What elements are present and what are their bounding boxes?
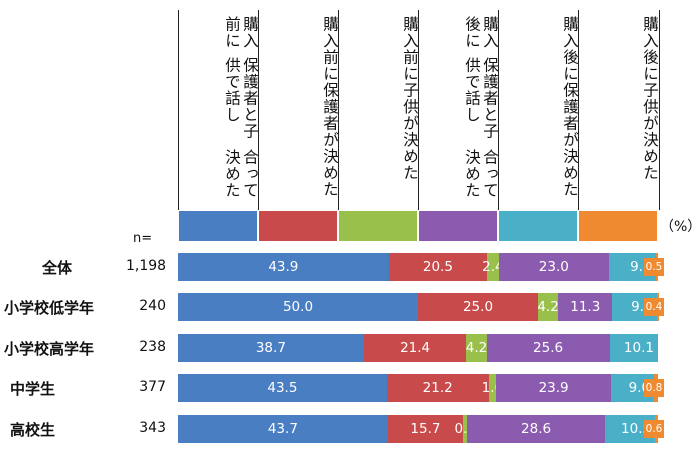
legend-header-line: 購入後に xyxy=(463,16,499,49)
data-label: 25.6 xyxy=(533,340,564,356)
row-n: 343 xyxy=(139,420,166,436)
data-label: 23.0 xyxy=(538,259,569,275)
data-label: 0.4 xyxy=(644,298,664,316)
legend-header-line: 購入前に xyxy=(401,16,419,82)
bar-segment xyxy=(363,334,467,362)
bar-segment xyxy=(388,253,488,281)
legend-header-line: 購入前に xyxy=(223,16,259,49)
legend-header-line: 購入後に xyxy=(641,16,659,82)
data-label: 10.5 xyxy=(621,421,652,437)
bar-segment xyxy=(463,415,468,443)
legend-header-2: 購入前に 保護者が決めた xyxy=(258,10,339,210)
data-label: 38.7 xyxy=(255,340,286,356)
data-label: 0.5 xyxy=(644,258,664,276)
legend-header-line: 保護者と子供で話し xyxy=(223,56,259,140)
legend-header-line: 保護者と子供で話し xyxy=(463,56,499,140)
legend-header-line: 購入後に xyxy=(561,16,579,82)
legend-header-1: 購入前に保護者と子供で話し合って決めた xyxy=(178,10,259,210)
data-label: 4.2 xyxy=(465,340,488,356)
n-label: n= xyxy=(133,231,153,246)
row-n: 1,198 xyxy=(126,258,167,274)
legend-swatch-3 xyxy=(339,211,417,241)
data-label: 23.9 xyxy=(538,380,569,396)
bar-segment xyxy=(178,293,419,321)
unit-label: （%） xyxy=(660,219,700,235)
data-label: 43.9 xyxy=(268,259,299,275)
bar-segment xyxy=(538,293,559,321)
legend-header-3: 購入前に 子供が決めた xyxy=(338,10,419,210)
legend-header-5: 購入後に 保護者が決めた xyxy=(498,10,579,210)
bar-segment xyxy=(386,374,490,402)
row-n: 377 xyxy=(139,379,166,395)
data-label: 43.7 xyxy=(267,421,298,437)
legend-header-line: 合って決めた xyxy=(463,148,499,199)
bar-segment xyxy=(387,415,464,443)
bar-segment xyxy=(487,253,500,281)
data-label: 21.4 xyxy=(400,340,431,356)
data-label: 25.0 xyxy=(462,299,494,315)
bar-segment xyxy=(466,334,488,362)
legend-swatch-2 xyxy=(259,211,337,241)
bar-segment xyxy=(178,374,388,402)
data-label: 20.5 xyxy=(422,259,453,275)
data-label: 0.8 xyxy=(644,379,664,397)
data-label: 2.4 xyxy=(482,259,504,275)
data-label: 43.5 xyxy=(267,380,298,396)
legend-swatch-4 xyxy=(419,211,497,241)
bar-segment xyxy=(418,293,539,321)
bar-segment xyxy=(178,253,390,281)
row-label: 高校生 xyxy=(10,421,56,439)
bar-segment xyxy=(609,334,659,362)
data-label: 4.2 xyxy=(537,299,559,315)
data-label: 21.2 xyxy=(422,380,453,396)
bar-segment xyxy=(558,293,613,321)
data-label: 11.3 xyxy=(570,299,601,315)
legend-header-line: 子供が決めた xyxy=(401,82,419,181)
row-label: 小学校低学年 xyxy=(4,299,95,317)
bar-segment xyxy=(488,374,497,402)
legend-swatch-5 xyxy=(499,211,577,241)
legend-header-line: 保護者が決めた xyxy=(321,82,339,198)
row-n: 238 xyxy=(139,339,166,355)
bar-segment xyxy=(178,415,389,443)
bar-segment xyxy=(178,334,365,362)
row-label: 全体 xyxy=(42,259,73,277)
legend-header-line: 購入前に xyxy=(321,16,339,82)
data-label: 50.0 xyxy=(282,299,314,315)
bar-segment xyxy=(467,415,606,443)
data-label: 0.6 xyxy=(644,420,664,438)
data-label: 28.6 xyxy=(521,421,552,437)
legend-header-line: 子供が決めた xyxy=(641,82,659,181)
data-label: 15.7 xyxy=(410,421,441,437)
bar-segment xyxy=(486,334,610,362)
legend-swatch-1 xyxy=(179,211,257,241)
legend-header-line: 合って決めた xyxy=(223,148,259,199)
data-label: 10.1 xyxy=(623,340,654,356)
legend-header-4: 購入後に保護者と子供で話し合って決めた xyxy=(418,10,499,210)
legend-swatch-6 xyxy=(579,211,657,241)
bar-segment xyxy=(498,253,610,281)
bar-segment xyxy=(496,374,612,402)
legend-header-line: 保護者が決めた xyxy=(561,82,579,198)
row-label: 小学校高学年 xyxy=(4,340,95,358)
row-label: 中学生 xyxy=(10,380,56,398)
row-n: 240 xyxy=(139,298,166,314)
legend-header-6: 購入後に 子供が決めた xyxy=(578,10,660,210)
